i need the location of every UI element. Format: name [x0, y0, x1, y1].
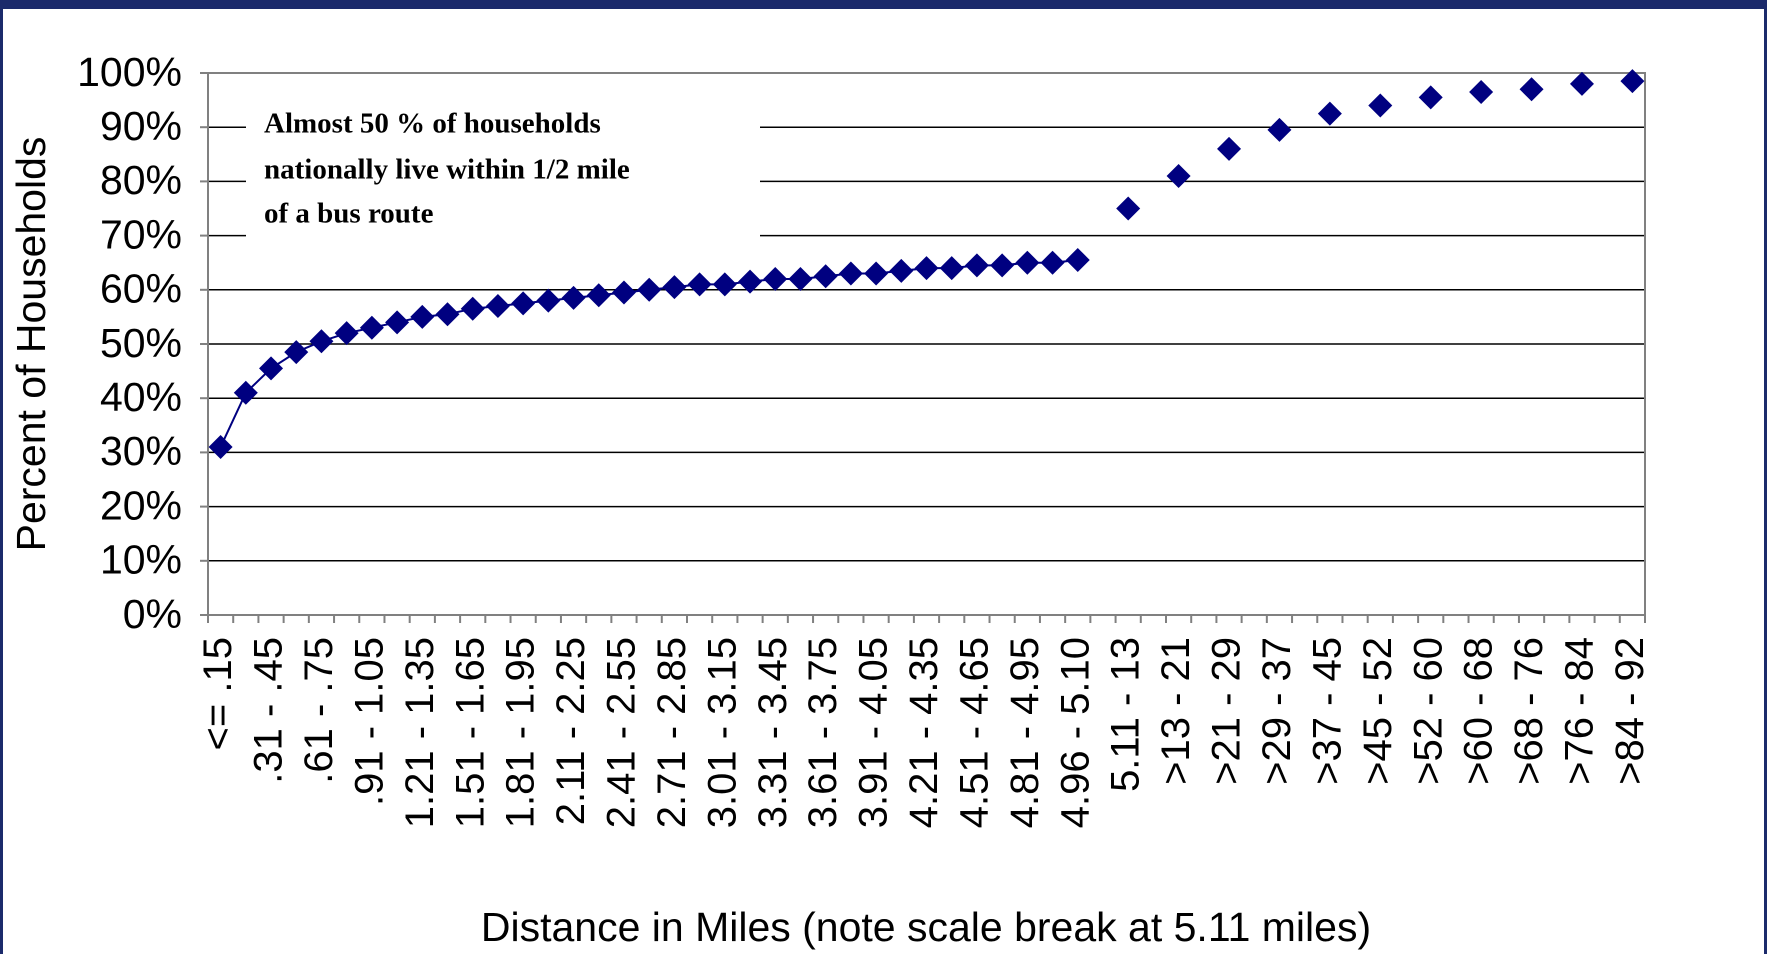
x-tick-label: 4.51 - 4.65: [952, 637, 996, 828]
x-tick-label: 2.41 - 2.55: [600, 637, 644, 828]
data-point: [208, 434, 233, 459]
annotation: nationally live within 1/2 mile: [264, 154, 630, 186]
x-tick-label: 1.21 - 1.35: [398, 637, 442, 828]
data-point: [1317, 101, 1342, 126]
data-point: [1368, 93, 1393, 118]
y-tick-label: 30%: [100, 428, 182, 474]
data-point: [813, 264, 838, 289]
y-tick-label: 50%: [100, 320, 182, 366]
data-point: [1015, 250, 1040, 275]
data-point: [359, 315, 384, 340]
annotation: of a bus route: [264, 198, 434, 230]
x-tick-label: >29 - 37: [1255, 637, 1299, 785]
x-tick-label: .61 - .75: [297, 637, 341, 784]
data-point: [838, 261, 863, 286]
data-point: [309, 329, 334, 354]
x-tick-label: 1.81 - 1.95: [499, 637, 543, 828]
data-point: [611, 280, 636, 305]
x-tick-label: >37 - 45: [1305, 637, 1349, 785]
data-point: [738, 269, 763, 294]
data-point: [1418, 85, 1443, 110]
left-border: [0, 0, 3, 954]
x-tick-label: >13 - 21: [1154, 637, 1198, 785]
x-tick-label: 4.96 - 5.10: [1053, 637, 1097, 828]
data-point: [1519, 77, 1544, 102]
data-point: [1569, 71, 1594, 96]
x-tick-label: 3.61 - 3.75: [801, 637, 845, 828]
data-point: [864, 261, 889, 286]
data-point: [284, 340, 309, 365]
x-tick-label: 3.01 - 3.15: [700, 637, 744, 828]
data-point: [763, 266, 788, 291]
data-point: [939, 256, 964, 281]
data-point: [1267, 117, 1292, 142]
x-tick-label: 2.11 - 2.25: [549, 637, 593, 825]
y-tick-label: 20%: [100, 482, 182, 528]
y-tick-label: 10%: [100, 537, 182, 583]
data-point: [410, 304, 435, 329]
data-point: [990, 253, 1015, 278]
annotation: Almost 50 % of households: [264, 108, 601, 140]
x-tick-label: 1.51 - 1.65: [448, 637, 492, 828]
data-point: [637, 277, 662, 302]
data-point: [712, 272, 737, 297]
x-tick-label: .31 - .45: [247, 637, 291, 784]
data-point: [586, 283, 611, 308]
data-point: [662, 275, 687, 300]
data-point: [259, 356, 284, 381]
data-point: [964, 253, 989, 278]
y-tick-label: 0%: [123, 591, 182, 637]
annotation-box: [246, 92, 760, 246]
data-point: [687, 272, 712, 297]
y-tick-label: 90%: [100, 103, 182, 149]
x-axis-title: Distance in Miles (note scale break at 5…: [481, 904, 1371, 950]
right-border: [1764, 0, 1767, 954]
data-point: [561, 285, 586, 310]
x-tick-label: >76 - 84: [1558, 637, 1602, 785]
data-point: [1065, 247, 1090, 272]
data-point: [536, 288, 561, 313]
data-point: [1040, 250, 1065, 275]
data-point: [435, 302, 460, 327]
x-tick-label: 4.81 - 4.95: [1003, 637, 1047, 828]
y-tick-label: 100%: [77, 49, 182, 95]
y-tick-label: 60%: [100, 266, 182, 312]
data-point: [1620, 69, 1645, 94]
y-tick-label: 70%: [100, 211, 182, 257]
x-tick-label: >84 - 92: [1608, 637, 1652, 785]
x-tick-label: >52 - 60: [1406, 637, 1450, 785]
data-point: [914, 256, 939, 281]
data-point: [233, 380, 258, 405]
x-tick-label: >45 - 52: [1356, 637, 1400, 785]
data-point: [511, 291, 536, 316]
x-tick-label: 5.11 - 13: [1104, 637, 1148, 792]
y-axis-title: Percent of Households: [8, 137, 54, 552]
x-tick-label: >68 - 76: [1507, 637, 1551, 785]
data-point: [334, 321, 359, 346]
data-point: [788, 266, 813, 291]
data-point: [1166, 163, 1191, 188]
data-point: [1116, 196, 1141, 221]
data-point: [889, 258, 914, 283]
y-tick-label: 40%: [100, 374, 182, 420]
data-point: [1469, 79, 1494, 104]
x-tick-label: <= .15: [196, 637, 240, 750]
data-point: [485, 294, 510, 319]
data-point: [460, 296, 485, 321]
x-tick-label: 3.31 - 3.45: [751, 637, 795, 828]
x-tick-label: 4.21 - 4.35: [902, 637, 946, 828]
y-tick-label: 80%: [100, 157, 182, 203]
x-tick-label: 3.91 - 4.05: [852, 637, 896, 828]
x-tick-label: >60 - 68: [1457, 637, 1501, 785]
top-bar: [0, 0, 1767, 9]
x-tick-label: .91 - 1.05: [347, 637, 391, 806]
data-point: [385, 310, 410, 335]
data-point: [1217, 136, 1242, 161]
x-tick-label: 2.71 - 2.85: [650, 637, 694, 828]
x-tick-label: >21 - 29: [1205, 637, 1249, 785]
